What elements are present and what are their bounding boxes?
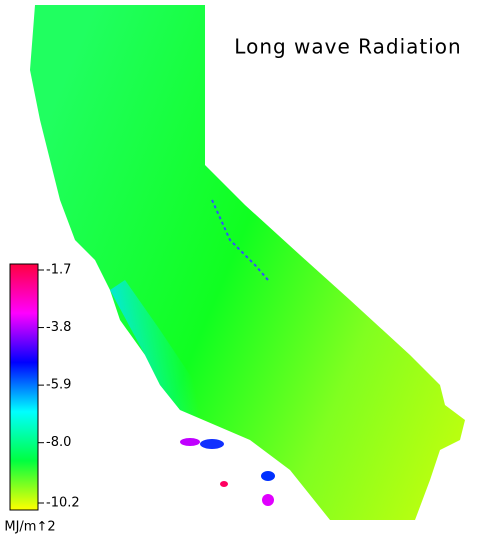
colorbar-tick-label: -3.8: [46, 320, 71, 335]
island: [180, 438, 200, 446]
colorbar-tick-label: -10.2: [46, 496, 80, 511]
sierra-nevada: [211, 199, 269, 281]
colorbar-tick-label: -1.7: [46, 263, 71, 278]
colorbar-label: MJ/m↑2: [4, 520, 55, 535]
coast-shade: [110, 280, 345, 520]
island: [262, 494, 274, 506]
california: [30, 5, 465, 520]
island: [200, 439, 224, 449]
island: [261, 471, 275, 481]
island: [220, 481, 228, 487]
colorbar: [9, 263, 39, 511]
state-shape: [30, 5, 465, 520]
colorbar-tick-label: -8.0: [46, 435, 71, 450]
map-title: Long wave Radiation: [234, 35, 461, 59]
colorbar-tick-label: -5.9: [46, 378, 71, 393]
